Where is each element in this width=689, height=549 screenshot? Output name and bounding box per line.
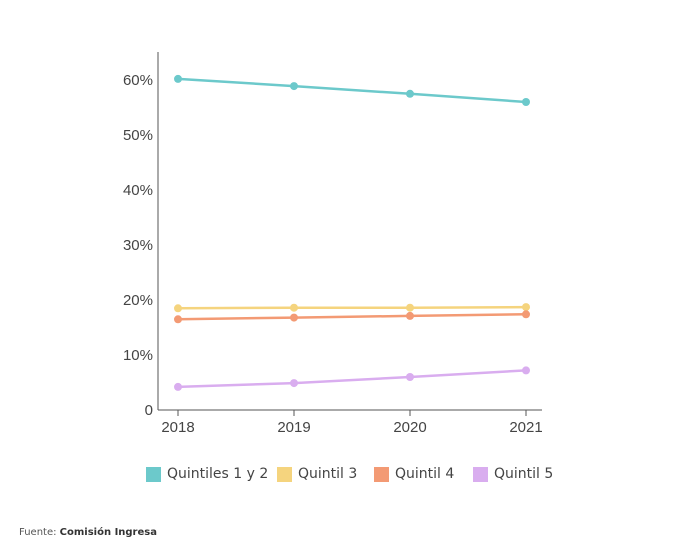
data-point xyxy=(174,315,182,324)
data-point xyxy=(290,313,298,322)
legend-swatch xyxy=(374,466,389,482)
legend-label: Quintil 3 xyxy=(298,466,358,482)
source-note: Fuente: Comisión Ingresa xyxy=(19,527,157,538)
legend-item: Quintil 5 xyxy=(473,462,553,486)
chart-axes: 0 10% 20% 30% 40% 50% 60% 2018 2019 2020 2021 xyxy=(123,52,543,436)
source-prefix: Fuente: xyxy=(19,527,60,538)
legend-item: Quintiles 1 y 2 xyxy=(146,462,268,486)
data-point xyxy=(174,382,182,391)
y-tick-label: 30% xyxy=(123,237,153,254)
legend-swatch xyxy=(146,466,161,482)
source-name: Comisión Ingresa xyxy=(59,527,157,538)
chart-series xyxy=(174,74,530,391)
y-tick-label: 10% xyxy=(123,347,153,364)
series-line xyxy=(177,313,527,321)
data-point xyxy=(522,98,530,106)
x-tick-label: 2021 xyxy=(509,419,542,436)
data-point xyxy=(406,89,414,98)
data-point xyxy=(290,82,298,91)
line-chart: 0 10% 20% 30% 40% 50% 60% 2018 2019 2020 2021 xyxy=(123,52,543,436)
data-point xyxy=(174,74,182,83)
data-point xyxy=(290,303,298,312)
data-point xyxy=(290,379,298,388)
y-tick-label: 50% xyxy=(123,127,153,144)
x-tick-label: 2019 xyxy=(277,419,310,436)
series-line xyxy=(177,305,527,310)
legend-swatch xyxy=(277,466,292,482)
y-tick-label: 40% xyxy=(123,182,153,199)
y-tick-label: 20% xyxy=(123,292,153,309)
data-point xyxy=(522,366,530,375)
legend-label: Quintiles 1 y 2 xyxy=(167,466,269,482)
series-line xyxy=(177,369,527,389)
data-point xyxy=(522,303,530,312)
legend-item: Quintil 4 xyxy=(374,462,454,486)
y-tick-label: 0 xyxy=(145,402,153,419)
data-point xyxy=(406,311,414,320)
data-point xyxy=(174,304,182,313)
chart-legend: Quintiles 1 y 2 Quintil 3 Quintil 4 Quintil… xyxy=(0,462,689,488)
legend-item: Quintil 3 xyxy=(277,462,357,486)
data-point xyxy=(406,373,414,381)
data-point xyxy=(406,303,414,312)
series-line xyxy=(177,77,527,104)
data-point xyxy=(522,310,530,319)
x-tick-label: 2020 xyxy=(393,419,426,436)
legend-swatch xyxy=(473,466,488,482)
legend-label: Quintil 5 xyxy=(494,466,554,482)
x-tick-label: 2018 xyxy=(161,419,194,436)
legend-label: Quintil 4 xyxy=(395,466,455,482)
y-tick-label: 60% xyxy=(123,72,153,89)
